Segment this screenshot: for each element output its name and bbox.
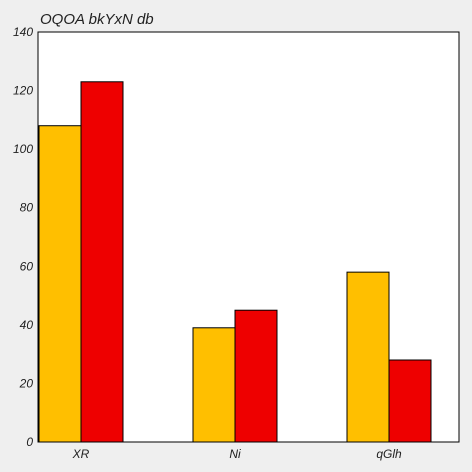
chart-title: OQOA bkYxN db	[40, 11, 154, 28]
y-tick-label: 140	[13, 25, 33, 39]
bar-qGlh-series-1	[346, 271, 390, 443]
bar-Ni-series-1	[192, 327, 236, 443]
y-tick-label: 60	[20, 259, 34, 273]
bar-Ni-series-2	[234, 309, 278, 443]
y-tick-label: 120	[13, 84, 33, 98]
y-tick-label: 0	[26, 435, 33, 449]
y-axis-ticks: 0 20 40 60 80 100 120 140	[13, 25, 33, 449]
bars-group	[38, 81, 432, 443]
x-tick-label: XR	[72, 447, 90, 461]
bar-XR-series-1	[38, 125, 82, 443]
x-axis-ticks: XR Ni qGlh	[72, 447, 402, 461]
y-tick-label: 40	[20, 318, 34, 332]
bar-XR-series-2	[80, 81, 124, 443]
y-tick-label: 80	[20, 201, 34, 215]
y-tick-label: 20	[19, 376, 34, 390]
bar-qGlh-series-2	[388, 359, 432, 443]
x-tick-label: Ni	[229, 447, 241, 461]
y-tick-label: 100	[13, 142, 33, 156]
x-tick-label: qGlh	[376, 447, 402, 461]
